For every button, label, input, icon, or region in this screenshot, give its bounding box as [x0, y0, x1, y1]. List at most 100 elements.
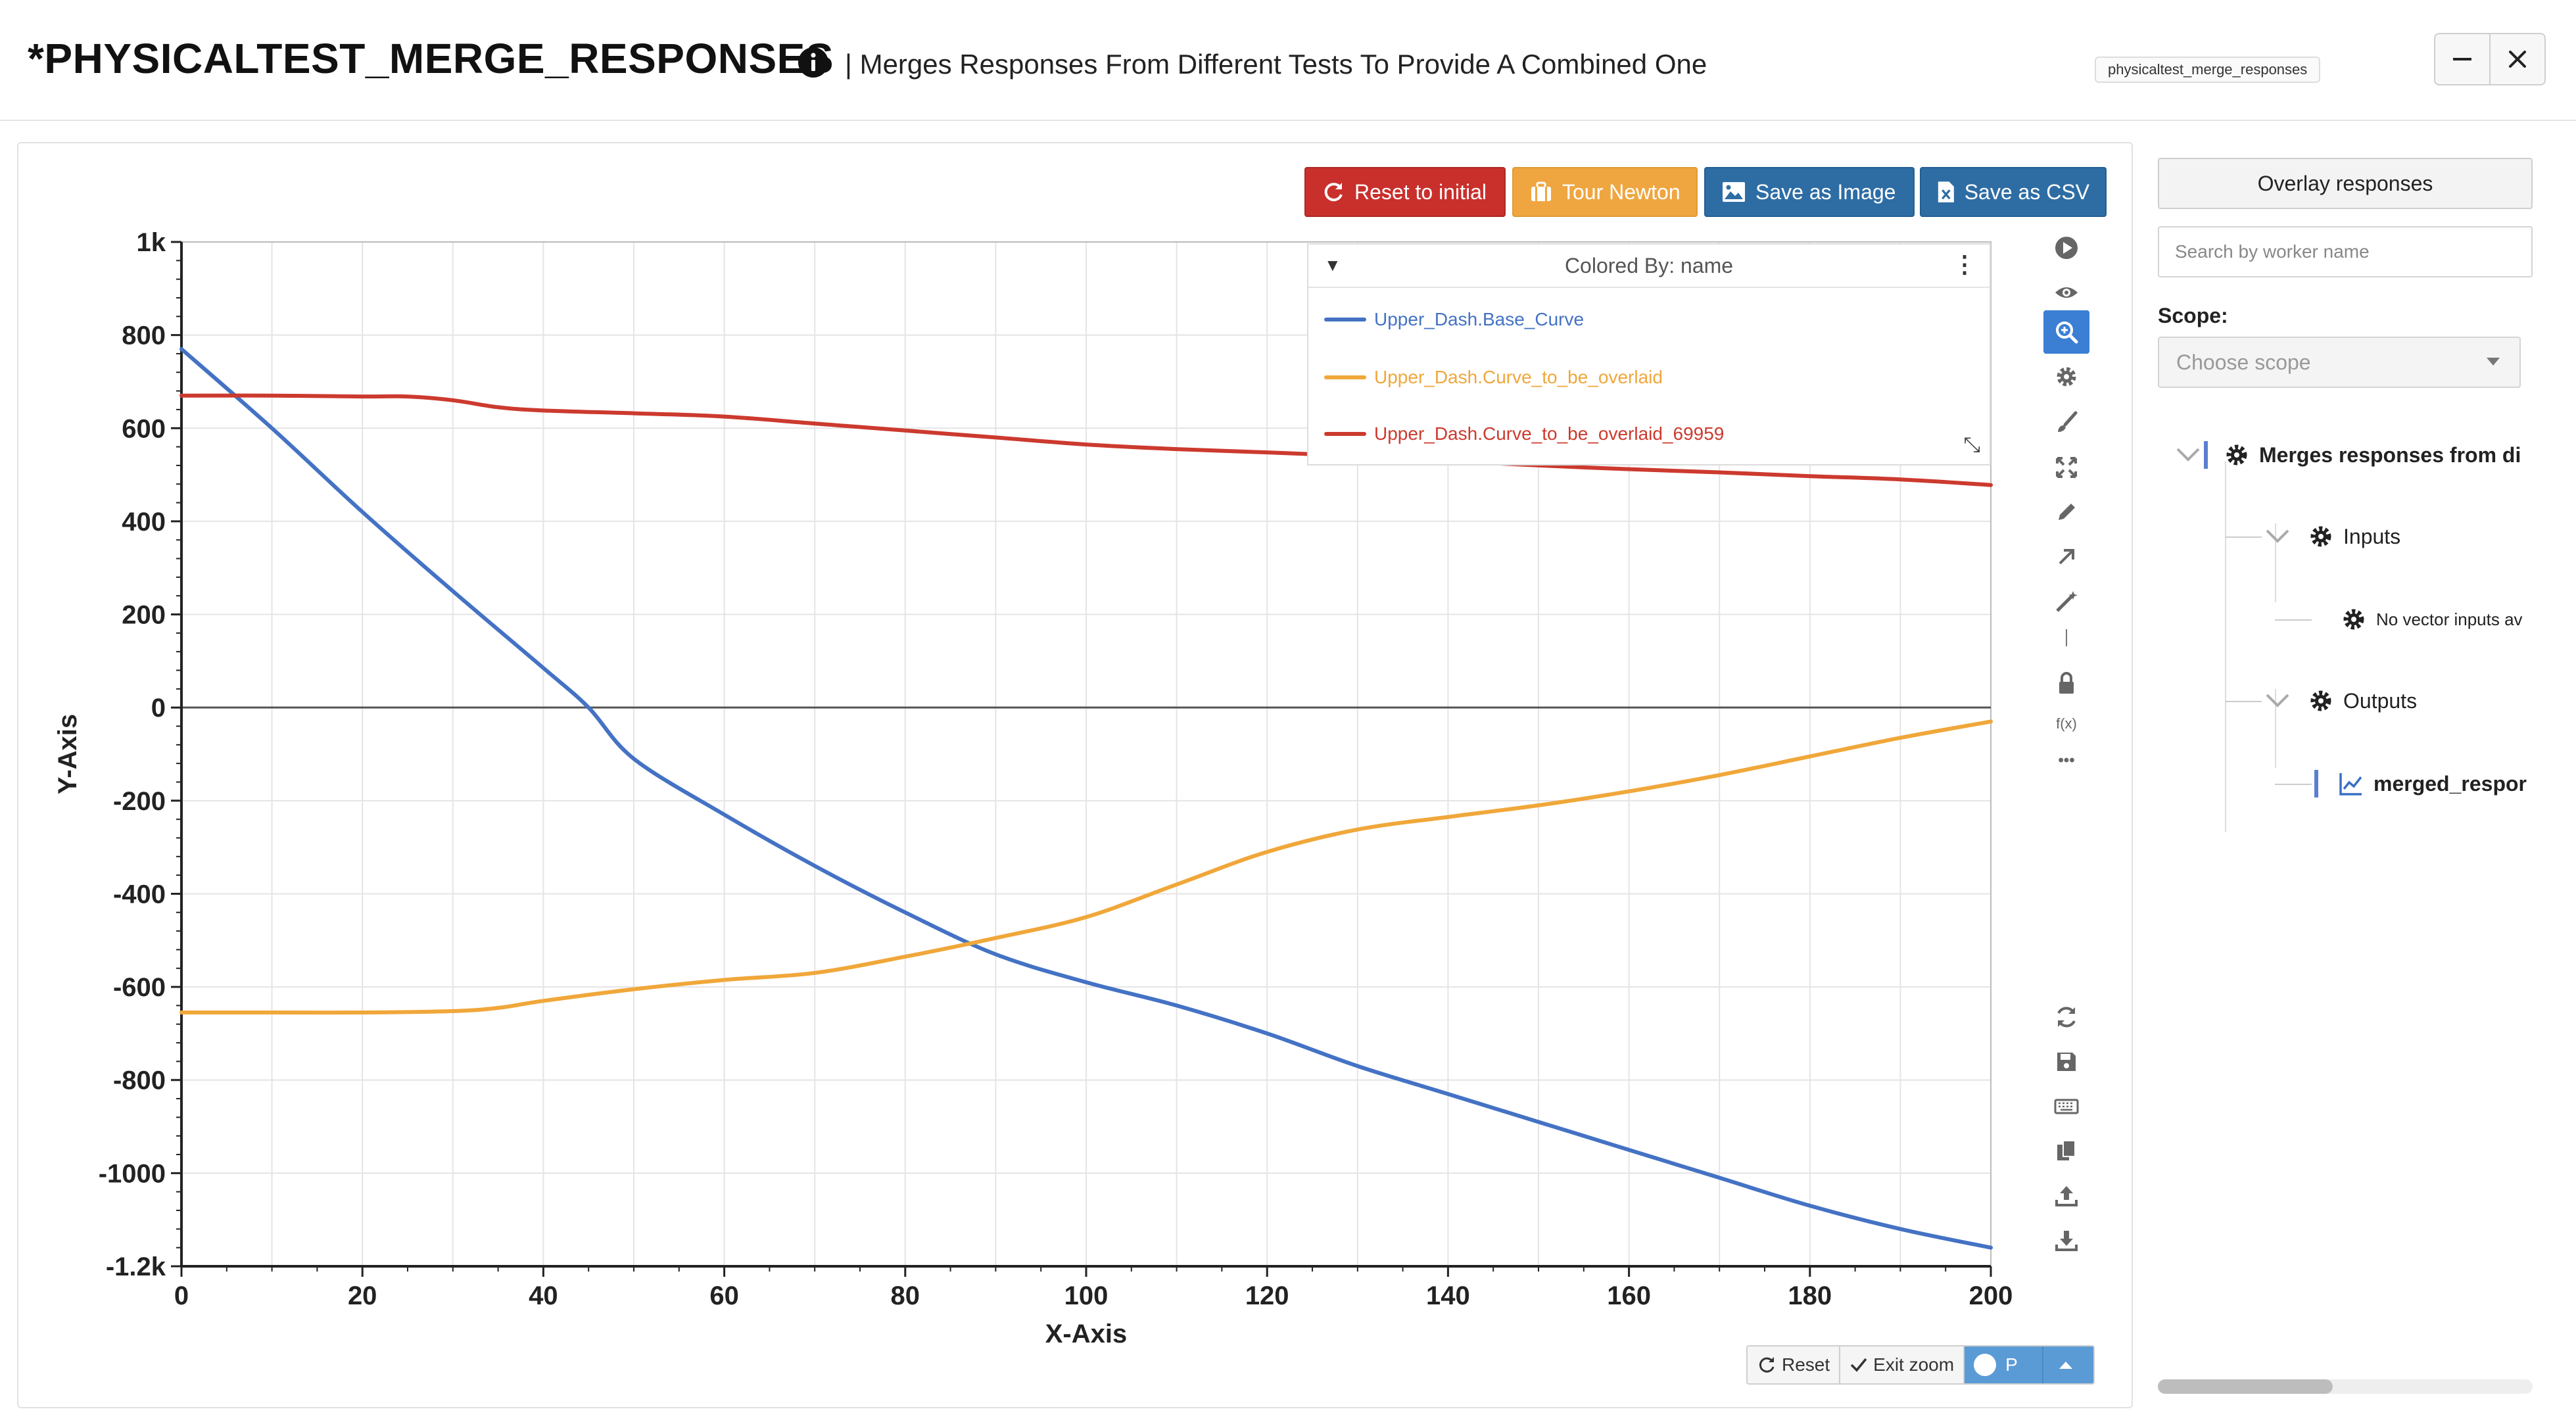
zoom-reset-button[interactable]: Reset: [1748, 1346, 1841, 1383]
fx-icon[interactable]: f(x): [2056, 715, 2077, 732]
chevron-down-icon[interactable]: [2264, 527, 2291, 546]
y-tick-label: -1000: [99, 1159, 166, 1188]
right-sidebar: Overlay responses Scope: Choose scope Me…: [2157, 142, 2564, 1408]
tree-node-label: Inputs: [2343, 524, 2401, 548]
tree-connector: [2275, 784, 2312, 785]
tree-connector: [2275, 523, 2276, 602]
x-tick-label: 80: [891, 1281, 920, 1310]
zoom-icon[interactable]: [2043, 310, 2089, 354]
x-axis-label: X-Axis: [1045, 1320, 1128, 1348]
tree-node-inputs[interactable]: Inputs: [2264, 517, 2400, 556]
tree-connector: [2275, 689, 2276, 768]
legend-swatch: [1324, 375, 1366, 379]
legend-header: ▼ Colored By: name ⋮: [1308, 245, 1990, 288]
divider: [2043, 619, 2089, 656]
play-icon[interactable]: [2043, 226, 2089, 270]
page-title: *PHYSICALTEST_MERGE_RESPONSES: [28, 35, 834, 82]
pencil-icon[interactable]: [2043, 490, 2089, 534]
resize-icon[interactable]: ⤡: [1963, 433, 1980, 456]
copy-icon[interactable]: [2043, 1130, 2089, 1173]
more-icon[interactable]: •••: [2058, 751, 2075, 769]
scope-select[interactable]: Choose scope: [2158, 337, 2521, 388]
tree-connector: [2225, 536, 2262, 538]
series-line: [179, 393, 1993, 487]
magic-icon[interactable]: [2043, 580, 2089, 623]
x-tick-label: 100: [1064, 1281, 1109, 1310]
upload-icon[interactable]: [2043, 1174, 2089, 1218]
minimize-button[interactable]: [2434, 33, 2491, 85]
y-tick-label: 800: [122, 321, 166, 350]
scrollbar-thumb[interactable]: [2158, 1379, 2333, 1394]
x-tick-label: 160: [1607, 1281, 1651, 1310]
close-button[interactable]: [2489, 33, 2546, 85]
check-icon: [1850, 1358, 1867, 1372]
gear-icon[interactable]: [2043, 355, 2089, 398]
exit-zoom-button[interactable]: Exit zoom: [1840, 1346, 1965, 1383]
y-tick-label: -1.2k: [106, 1252, 166, 1281]
tree-node-label: Merges responses from di: [2259, 442, 2521, 467]
workflow-tree: Merges responses from di Inputs No vecto…: [2157, 418, 2564, 1010]
y-tick-label: 200: [122, 601, 166, 630]
legend-item[interactable]: Upper_Dash.Curve_to_be_overlaid: [1324, 364, 1663, 391]
scope-label: Scope:: [2158, 304, 2228, 327]
tree-node-output-item[interactable]: merged_respor: [2314, 764, 2527, 803]
legend-title: Colored By: name: [1564, 254, 1734, 277]
legend-item[interactable]: Upper_Dash.Base_Curve: [1324, 306, 1584, 333]
save-as-image-button[interactable]: Save as Image: [1704, 167, 1915, 217]
gear-icon: [2310, 690, 2331, 711]
tour-newton-button[interactable]: Tour Newton: [1512, 167, 1698, 217]
reset-to-initial-button[interactable]: Reset to initial: [1304, 167, 1506, 217]
y-tick-label: 400: [122, 508, 166, 536]
tree-node-label: No vector inputs av: [2376, 609, 2523, 629]
save-as-image-label: Save as Image: [1755, 179, 1896, 204]
save-as-csv-button[interactable]: Save as CSV: [1920, 167, 2107, 217]
y-tick-label: -600: [113, 973, 166, 1002]
y-tick-label: 0: [151, 694, 166, 723]
download-icon[interactable]: [2043, 1219, 2089, 1262]
legend-swatch: [1324, 432, 1366, 436]
chevron-down-icon: [2487, 358, 2500, 366]
chevron-down-icon[interactable]: [2175, 445, 2201, 465]
worker-search-input[interactable]: [2158, 226, 2533, 277]
legend-item-label: Upper_Dash.Curve_to_be_overlaid: [1374, 367, 1663, 387]
sidebar-scrollbar[interactable]: [2158, 1379, 2533, 1394]
eye-icon[interactable]: [2043, 271, 2089, 314]
y-axis-label: Y-Axis: [53, 714, 82, 794]
tree-node-outputs[interactable]: Outputs: [2264, 681, 2417, 721]
caret-up-button[interactable]: [2043, 1346, 2094, 1383]
y-tick-label: -200: [113, 787, 166, 816]
overlay-responses-button[interactable]: Overlay responses: [2158, 158, 2533, 209]
zoom-controls: Reset Exit zoom P: [1746, 1345, 2095, 1385]
tree-connector: [2225, 462, 2226, 832]
chevron-down-icon[interactable]: [2264, 691, 2291, 711]
app-header: *PHYSICALTEST_MERGE_RESPONSES | Merges R…: [0, 0, 2576, 121]
expand-icon[interactable]: [2043, 446, 2089, 489]
p-toggle[interactable]: P: [1965, 1346, 2044, 1383]
collapse-caret-icon[interactable]: ▼: [1324, 255, 1341, 275]
brush-icon[interactable]: [2043, 401, 2089, 444]
gear-icon: [2226, 444, 2247, 465]
refresh-icon[interactable]: [2043, 995, 2089, 1039]
image-icon: [1723, 182, 1745, 202]
legend-item-label: Upper_Dash.Curve_to_be_overlaid_69959: [1374, 423, 1725, 444]
legend-item[interactable]: Upper_Dash.Curve_to_be_overlaid_69959: [1324, 421, 1724, 447]
tree-connector: [2275, 619, 2312, 621]
kebab-menu-icon[interactable]: ⋮: [1953, 250, 1976, 277]
info-icon[interactable]: [797, 46, 830, 79]
tour-newton-label: Tour Newton: [1562, 179, 1681, 204]
tree-selection-bar: [2314, 770, 2318, 797]
scope-select-value: Choose scope: [2176, 350, 2311, 374]
save-as-csv-label: Save as CSV: [1964, 179, 2089, 204]
tree-node-label: merged_respor: [2373, 771, 2527, 796]
caret-up-icon: [2059, 1362, 2073, 1369]
arrow-icon[interactable]: [2043, 535, 2089, 579]
gear-icon: [2343, 609, 2364, 630]
y-tick-label: 1k: [137, 228, 166, 257]
lock-icon[interactable]: [2043, 661, 2089, 705]
keyboard-icon[interactable]: [2043, 1085, 2089, 1128]
tree-node-root[interactable]: Merges responses from di: [2175, 435, 2521, 475]
y-tick-label: -800: [113, 1066, 166, 1095]
x-tick-label: 20: [348, 1281, 377, 1310]
save-icon[interactable]: [2043, 1040, 2089, 1083]
